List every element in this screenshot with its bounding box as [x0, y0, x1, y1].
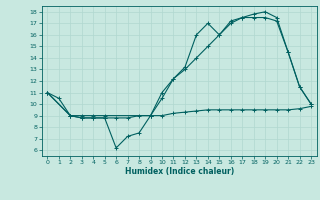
- X-axis label: Humidex (Indice chaleur): Humidex (Indice chaleur): [124, 167, 234, 176]
